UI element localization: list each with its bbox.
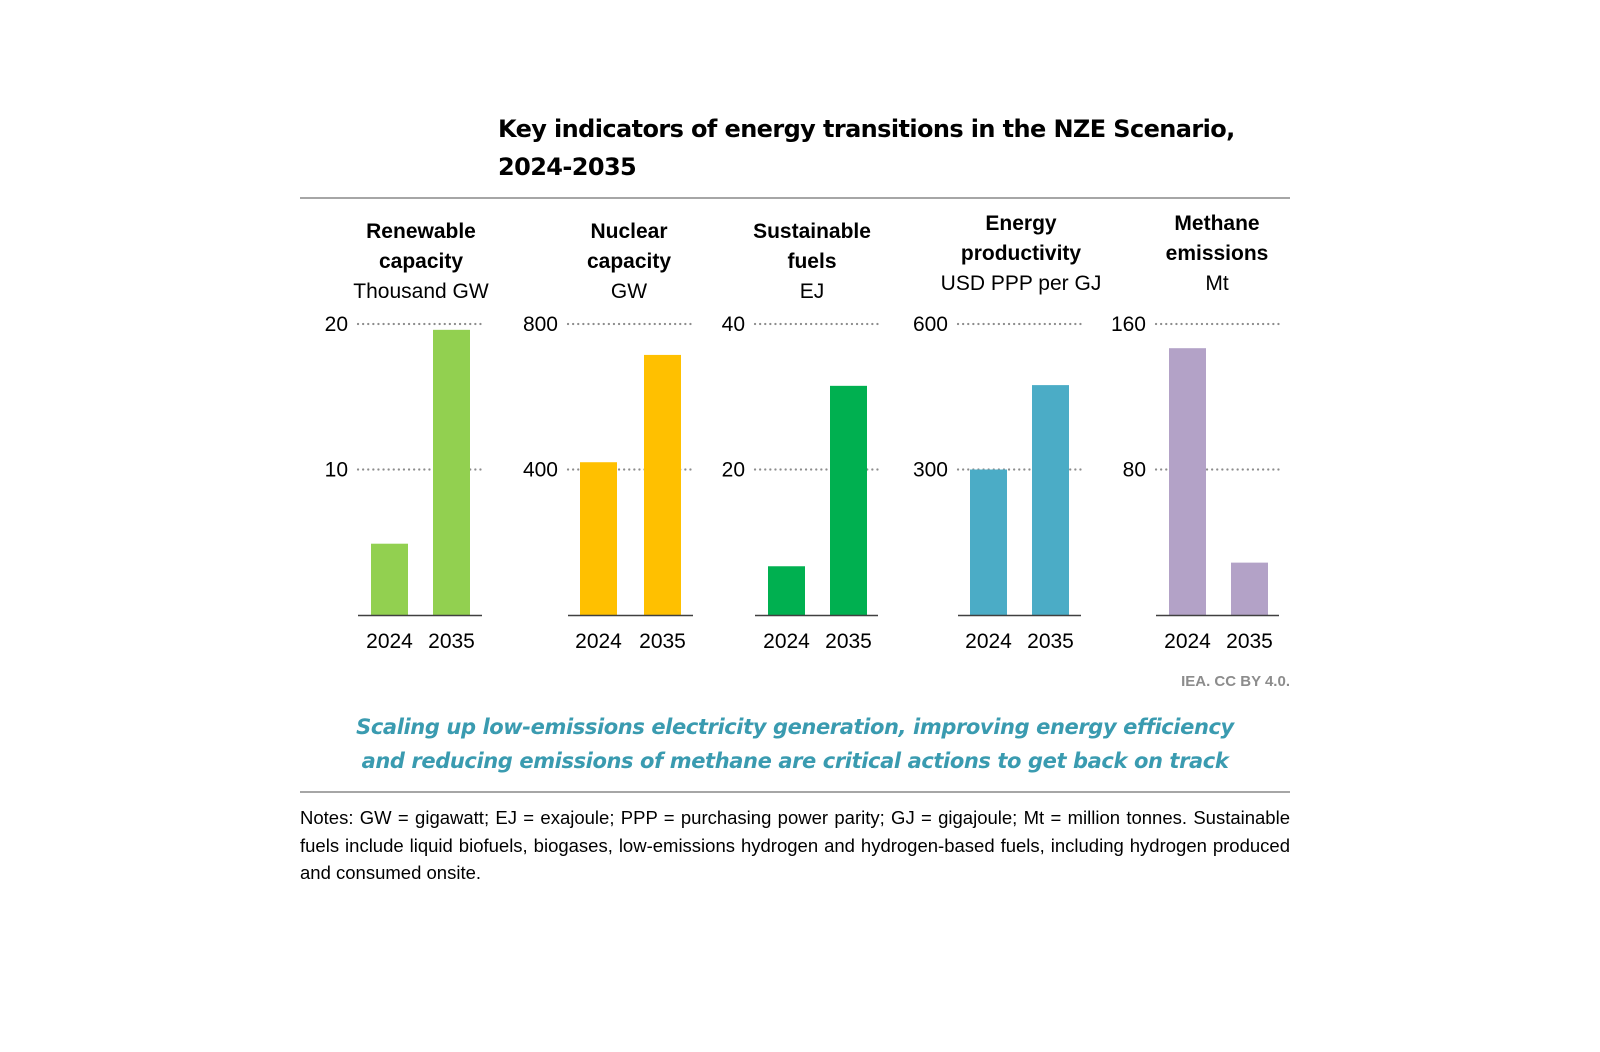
y-tick-label: 10: [325, 459, 348, 482]
x-tick-label: 2035: [639, 630, 686, 653]
panel-header: Nuclear capacity GW: [529, 217, 729, 307]
y-tick-label: 80: [1123, 459, 1146, 482]
bar-2024: [970, 469, 1007, 615]
bar-2035: [830, 385, 867, 615]
panel-header: Renewable capacity Thousand GW: [321, 217, 521, 307]
caption: Scaling up low-emissions electricity gen…: [300, 710, 1290, 778]
panel-unit: Thousand GW: [353, 280, 489, 303]
bottom-divider: [300, 791, 1290, 793]
panel-title-line: Sustainable: [753, 220, 871, 243]
x-tick-label: 2035: [825, 630, 872, 653]
panel-header: Methane emissions Mt: [1117, 209, 1317, 299]
y-tick-label: 40: [722, 313, 745, 336]
x-tick-label: 2024: [575, 630, 622, 653]
bar-2024: [768, 566, 805, 615]
y-tick-label: 160: [1111, 313, 1146, 336]
panel-unit: USD PPP per GJ: [940, 272, 1102, 295]
bar-2035: [433, 329, 470, 615]
bar-2024: [580, 462, 617, 615]
panel-title-line: Renewable: [366, 220, 476, 243]
top-divider: [300, 197, 1290, 199]
bar-2035: [644, 354, 681, 615]
x-tick-label: 2024: [763, 630, 810, 653]
y-tick-label: 600: [913, 313, 948, 336]
source-credit: IEA. CC BY 4.0.: [1181, 673, 1290, 690]
y-tick-label: 20: [722, 459, 745, 482]
y-tick-label: 800: [523, 313, 558, 336]
panel-unit: EJ: [799, 280, 825, 303]
x-tick-label: 2024: [965, 630, 1012, 653]
panel-title-line: capacity: [378, 250, 464, 273]
x-tick-label: 2035: [1226, 630, 1273, 653]
chart-title-line-2: 2024-2035: [498, 153, 637, 181]
x-tick-label: 2035: [1027, 630, 1074, 653]
y-tick-label: 20: [325, 313, 348, 336]
notes: Notes: GW = gigawatt; EJ = exajoule; PPP…: [300, 807, 1290, 883]
caption-line-2: and reducing emissions of methane are cr…: [361, 749, 1229, 773]
panel-title-line: Energy: [985, 212, 1057, 235]
bar-2024: [371, 543, 408, 615]
panel-title-line: Nuclear: [590, 220, 668, 243]
panel-title-line: productivity: [960, 242, 1082, 265]
x-tick-label: 2024: [366, 630, 413, 653]
panel-unit: Mt: [1205, 272, 1229, 295]
y-tick-label: 300: [913, 459, 948, 482]
bar-2035: [1032, 385, 1069, 615]
caption-line-1: Scaling up low-emissions electricity gen…: [356, 715, 1234, 739]
x-tick-label: 2024: [1164, 630, 1211, 653]
panel-title-line: Methane: [1174, 212, 1260, 235]
chart-title: Key indicators of energy transitions in …: [498, 110, 1235, 186]
panel-unit: GW: [610, 280, 648, 303]
panel-header: Sustainable fuels EJ: [712, 217, 912, 307]
chart-title-line-1: Key indicators of energy transitions in …: [498, 115, 1235, 143]
panel-header: Energy productivity USD PPP per GJ: [921, 209, 1121, 299]
panel-title-line: fuels: [787, 250, 837, 273]
bar-2035: [1231, 562, 1268, 615]
y-tick-label: 400: [523, 459, 558, 482]
panel-title-line: emissions: [1165, 242, 1269, 265]
x-tick-label: 2035: [428, 630, 475, 653]
bar-2024: [1169, 348, 1206, 615]
panel-title-line: capacity: [586, 250, 672, 273]
